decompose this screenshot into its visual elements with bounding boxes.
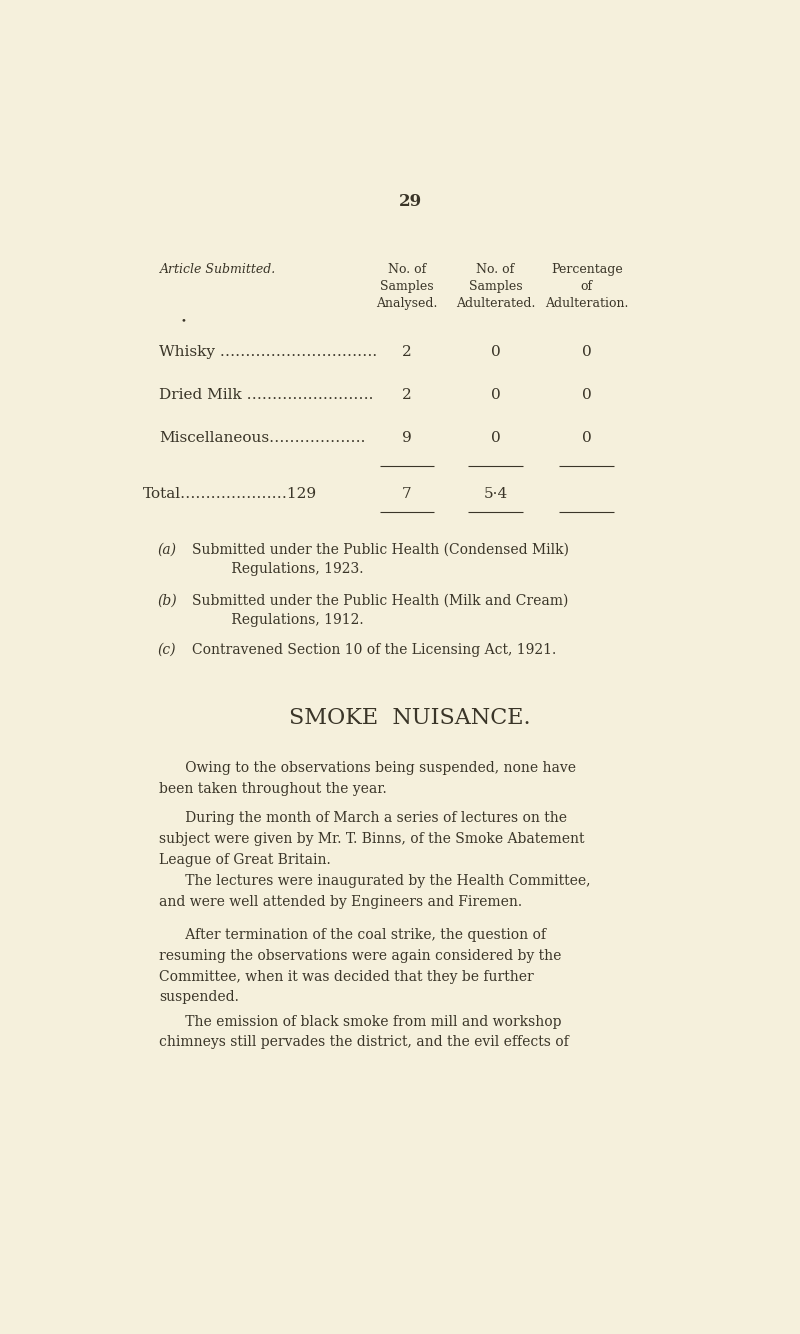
Text: 5·4: 5·4 <box>483 487 508 500</box>
Text: 0: 0 <box>582 388 591 402</box>
Text: 0: 0 <box>582 346 591 359</box>
Text: (a): (a) <box>158 542 177 556</box>
Text: Miscellaneous……………….: Miscellaneous………………. <box>159 431 366 446</box>
Text: Submitted under the Public Health (Milk and Cream)
         Regulations, 1912.: Submitted under the Public Health (Milk … <box>192 594 568 627</box>
Text: 0: 0 <box>490 431 501 446</box>
Text: Owing to the observations being suspended, none have
been taken throughout the y: Owing to the observations being suspende… <box>159 760 576 795</box>
Text: Submitted under the Public Health (Condensed Milk)
         Regulations, 1923.: Submitted under the Public Health (Conde… <box>192 542 569 576</box>
Text: (c): (c) <box>158 643 176 656</box>
Text: 0: 0 <box>490 346 501 359</box>
Text: No. of
Samples
Analysed.: No. of Samples Analysed. <box>376 263 438 309</box>
Text: 7: 7 <box>402 487 412 500</box>
Text: Contravened Section 10 of the Licensing Act, 1921.: Contravened Section 10 of the Licensing … <box>192 643 556 656</box>
Text: 2: 2 <box>402 388 412 402</box>
Text: After termination of the coal strike, the question of
resuming the observations : After termination of the coal strike, th… <box>159 928 562 1005</box>
Text: SMOKE  NUISANCE.: SMOKE NUISANCE. <box>289 707 531 728</box>
Text: Whisky ………………………….: Whisky …………………………. <box>159 346 377 359</box>
Text: Total…………………129: Total…………………129 <box>143 487 318 500</box>
Text: 9: 9 <box>402 431 412 446</box>
Text: No. of
Samples
Adulterated.: No. of Samples Adulterated. <box>456 263 535 309</box>
Text: The lectures were inaugurated by the Health Committee,
and were well attended by: The lectures were inaugurated by the Hea… <box>159 874 590 908</box>
Text: During the month of March a series of lectures on the
subject were given by Mr. : During the month of March a series of le… <box>159 811 584 867</box>
Text: (b): (b) <box>158 594 178 607</box>
Text: Percentage
of
Adulteration.: Percentage of Adulteration. <box>545 263 628 309</box>
Text: 0: 0 <box>490 388 501 402</box>
Text: •: • <box>181 316 186 325</box>
Text: The emission of black smoke from mill and workshop
chimneys still pervades the d: The emission of black smoke from mill an… <box>159 1015 569 1050</box>
Text: 29: 29 <box>398 193 422 209</box>
Text: Dried Milk …………………….: Dried Milk ……………………. <box>159 388 374 402</box>
Text: 2: 2 <box>402 346 412 359</box>
Text: Article Submitted.: Article Submitted. <box>160 263 276 276</box>
Text: 0: 0 <box>582 431 591 446</box>
